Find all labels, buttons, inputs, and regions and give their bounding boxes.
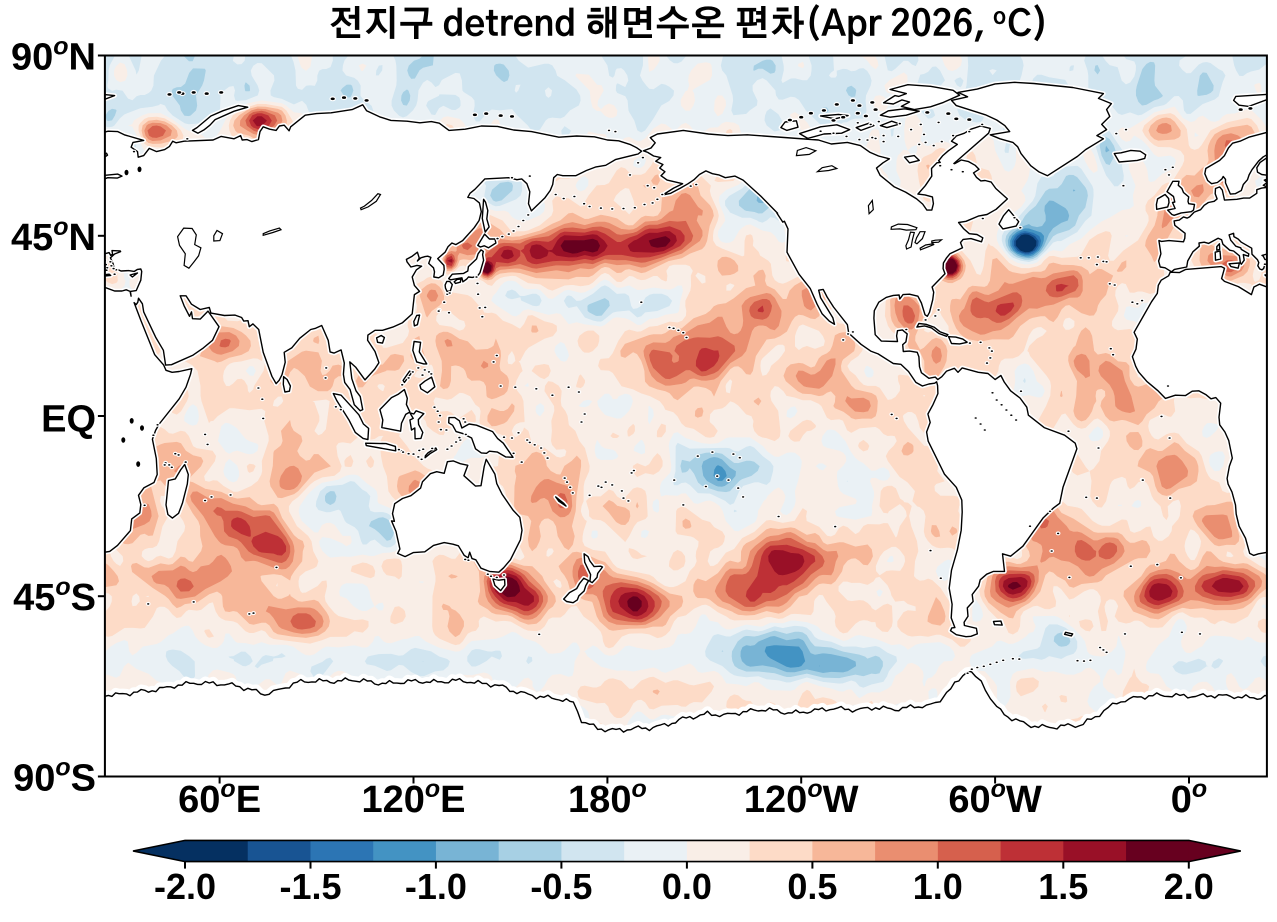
svg-text:60oE: 60oE xyxy=(178,775,261,821)
svg-text:120oW: 120oW xyxy=(744,775,859,821)
svg-text:-0.5: -0.5 xyxy=(530,866,592,907)
svg-text:1.5: 1.5 xyxy=(1038,866,1088,907)
svg-text:120oE: 120oE xyxy=(361,775,465,821)
svg-text:-1.0: -1.0 xyxy=(405,866,467,907)
svg-text:-2.0: -2.0 xyxy=(154,866,216,907)
svg-text:90oS: 90oS xyxy=(13,754,96,800)
svg-text:-1.5: -1.5 xyxy=(279,866,341,907)
svg-text:1.0: 1.0 xyxy=(913,866,963,907)
svg-text:EQ: EQ xyxy=(41,399,96,441)
svg-text:60oW: 60oW xyxy=(948,775,1042,821)
svg-text:0.5: 0.5 xyxy=(787,866,837,907)
svg-text:2.0: 2.0 xyxy=(1164,866,1214,907)
svg-text:0.0: 0.0 xyxy=(662,866,712,907)
svg-text:45oS: 45oS xyxy=(13,573,96,619)
